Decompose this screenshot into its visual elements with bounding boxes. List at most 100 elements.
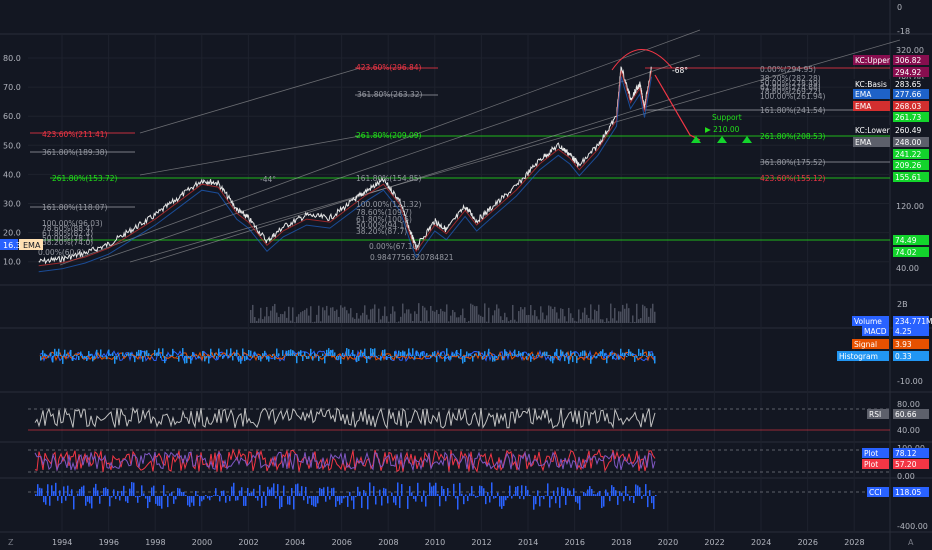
fibonacci-lines[interactable] [28, 67, 890, 241]
stoch-line-red [34, 448, 656, 474]
x-tick-label: 2016 [565, 538, 585, 547]
histogram-bar [366, 356, 368, 364]
histogram-bar [564, 356, 566, 362]
histogram-bar [118, 354, 120, 356]
right-axis-tags: KC:Upper 306.82 294.92 KC:Basis 283.65 EMA 277… [853, 55, 929, 257]
histogram-bar [96, 349, 98, 356]
cci-bar [67, 485, 69, 496]
cci-bar [619, 491, 621, 496]
volume-bar [374, 304, 376, 323]
cci-bar [281, 496, 283, 507]
histogram-bar [562, 351, 564, 356]
volume-bar [376, 322, 378, 323]
histogram-bar [318, 356, 320, 362]
cci-bar [433, 485, 435, 496]
cci-bar [421, 496, 423, 502]
legend-label-bg [862, 459, 889, 469]
cci-bar [81, 486, 83, 496]
volume-bar [518, 311, 520, 323]
volume-bar [420, 321, 422, 323]
rsi-pane[interactable] [28, 406, 890, 431]
histogram-bar [390, 356, 392, 360]
histogram-bar [202, 351, 204, 356]
cci-bar [171, 491, 173, 496]
volume-bar [572, 317, 574, 323]
fib-label: 50.00%(278.49) [760, 79, 821, 88]
histogram-bar [70, 349, 72, 356]
stoch-pane[interactable] [28, 448, 890, 474]
cci-bar [125, 496, 127, 502]
cci-bar [365, 492, 367, 496]
cci-bar [131, 482, 133, 496]
histogram-bar [406, 354, 408, 356]
histogram-bar [182, 348, 184, 356]
volume-pane[interactable] [250, 303, 656, 323]
time-axis[interactable]: 1994 1996 1998 2000 2002 2004 2006 2008 2010 2012… [52, 538, 865, 547]
histogram-bar [304, 351, 306, 356]
volume-bar [480, 315, 482, 323]
cci-bar [141, 485, 143, 496]
histogram-bar [180, 354, 182, 356]
legend-label-bg [867, 487, 889, 497]
annotation-text: -44° [260, 175, 276, 184]
histogram-bar [258, 356, 260, 360]
histogram-bar [166, 354, 168, 356]
volume-bar [592, 319, 594, 323]
tag-label: EMA [855, 90, 872, 99]
volume-bar [612, 318, 614, 323]
cci-bar [419, 495, 421, 496]
volume-bar [318, 305, 320, 323]
cci-bar [595, 494, 597, 496]
cci-bar [393, 496, 395, 503]
cci-bar [249, 493, 251, 496]
cci-bar [169, 493, 171, 496]
cci-bar [227, 495, 229, 496]
pane-tick-label: -10.00 [897, 377, 923, 386]
histogram-bar [188, 356, 190, 358]
volume-bar [262, 319, 264, 323]
grid-lines [28, 34, 890, 532]
cci-bar [109, 496, 111, 507]
cci-bar [611, 485, 613, 496]
cci-bar [491, 482, 493, 496]
x-tick-label: 2014 [518, 538, 538, 547]
fib-label: 261.80%(153.72) [52, 174, 118, 183]
fib-label: 50.00%(94.1) [356, 221, 407, 230]
cci-pane[interactable] [28, 482, 890, 510]
trend-lines[interactable] [59, 29, 901, 266]
cci-bar [457, 496, 459, 510]
left-price-axis[interactable]: 80.0 70.0 60.0 50.0 40.0 30.0 20.0 10.0 [3, 54, 21, 267]
histogram-bar [414, 356, 416, 360]
cci-bar [541, 496, 543, 498]
histogram-bar [62, 356, 64, 364]
arc-red [611, 49, 673, 71]
histogram-bar [594, 356, 596, 358]
cci-bar [367, 496, 369, 510]
cci-bar [373, 486, 375, 496]
histogram-bar [626, 356, 628, 358]
cci-bar [583, 491, 585, 496]
histogram-bar [274, 356, 276, 360]
volume-bar [308, 315, 310, 323]
channel-line [99, 54, 701, 261]
cci-bar [449, 495, 451, 496]
cci-bar [209, 496, 211, 501]
fib-label: 61.80%(82.4) [42, 229, 93, 238]
left-tag-label: EMA [23, 241, 41, 250]
cci-bar [55, 482, 57, 496]
histogram-bar [172, 348, 174, 356]
x-tick-label: 1996 [99, 538, 119, 547]
cci-bar [145, 496, 147, 499]
histogram-bar [254, 351, 256, 356]
cci-bar [283, 485, 285, 496]
cci-bar [127, 496, 129, 503]
histogram-bar [60, 354, 62, 356]
price-series[interactable] [38, 66, 652, 273]
cci-bar [463, 496, 465, 505]
cci-bar [315, 496, 317, 507]
histogram-bar [502, 356, 504, 361]
legend-value-bg [893, 487, 929, 497]
macd-pane[interactable] [39, 348, 656, 364]
histogram-bar [214, 353, 216, 356]
